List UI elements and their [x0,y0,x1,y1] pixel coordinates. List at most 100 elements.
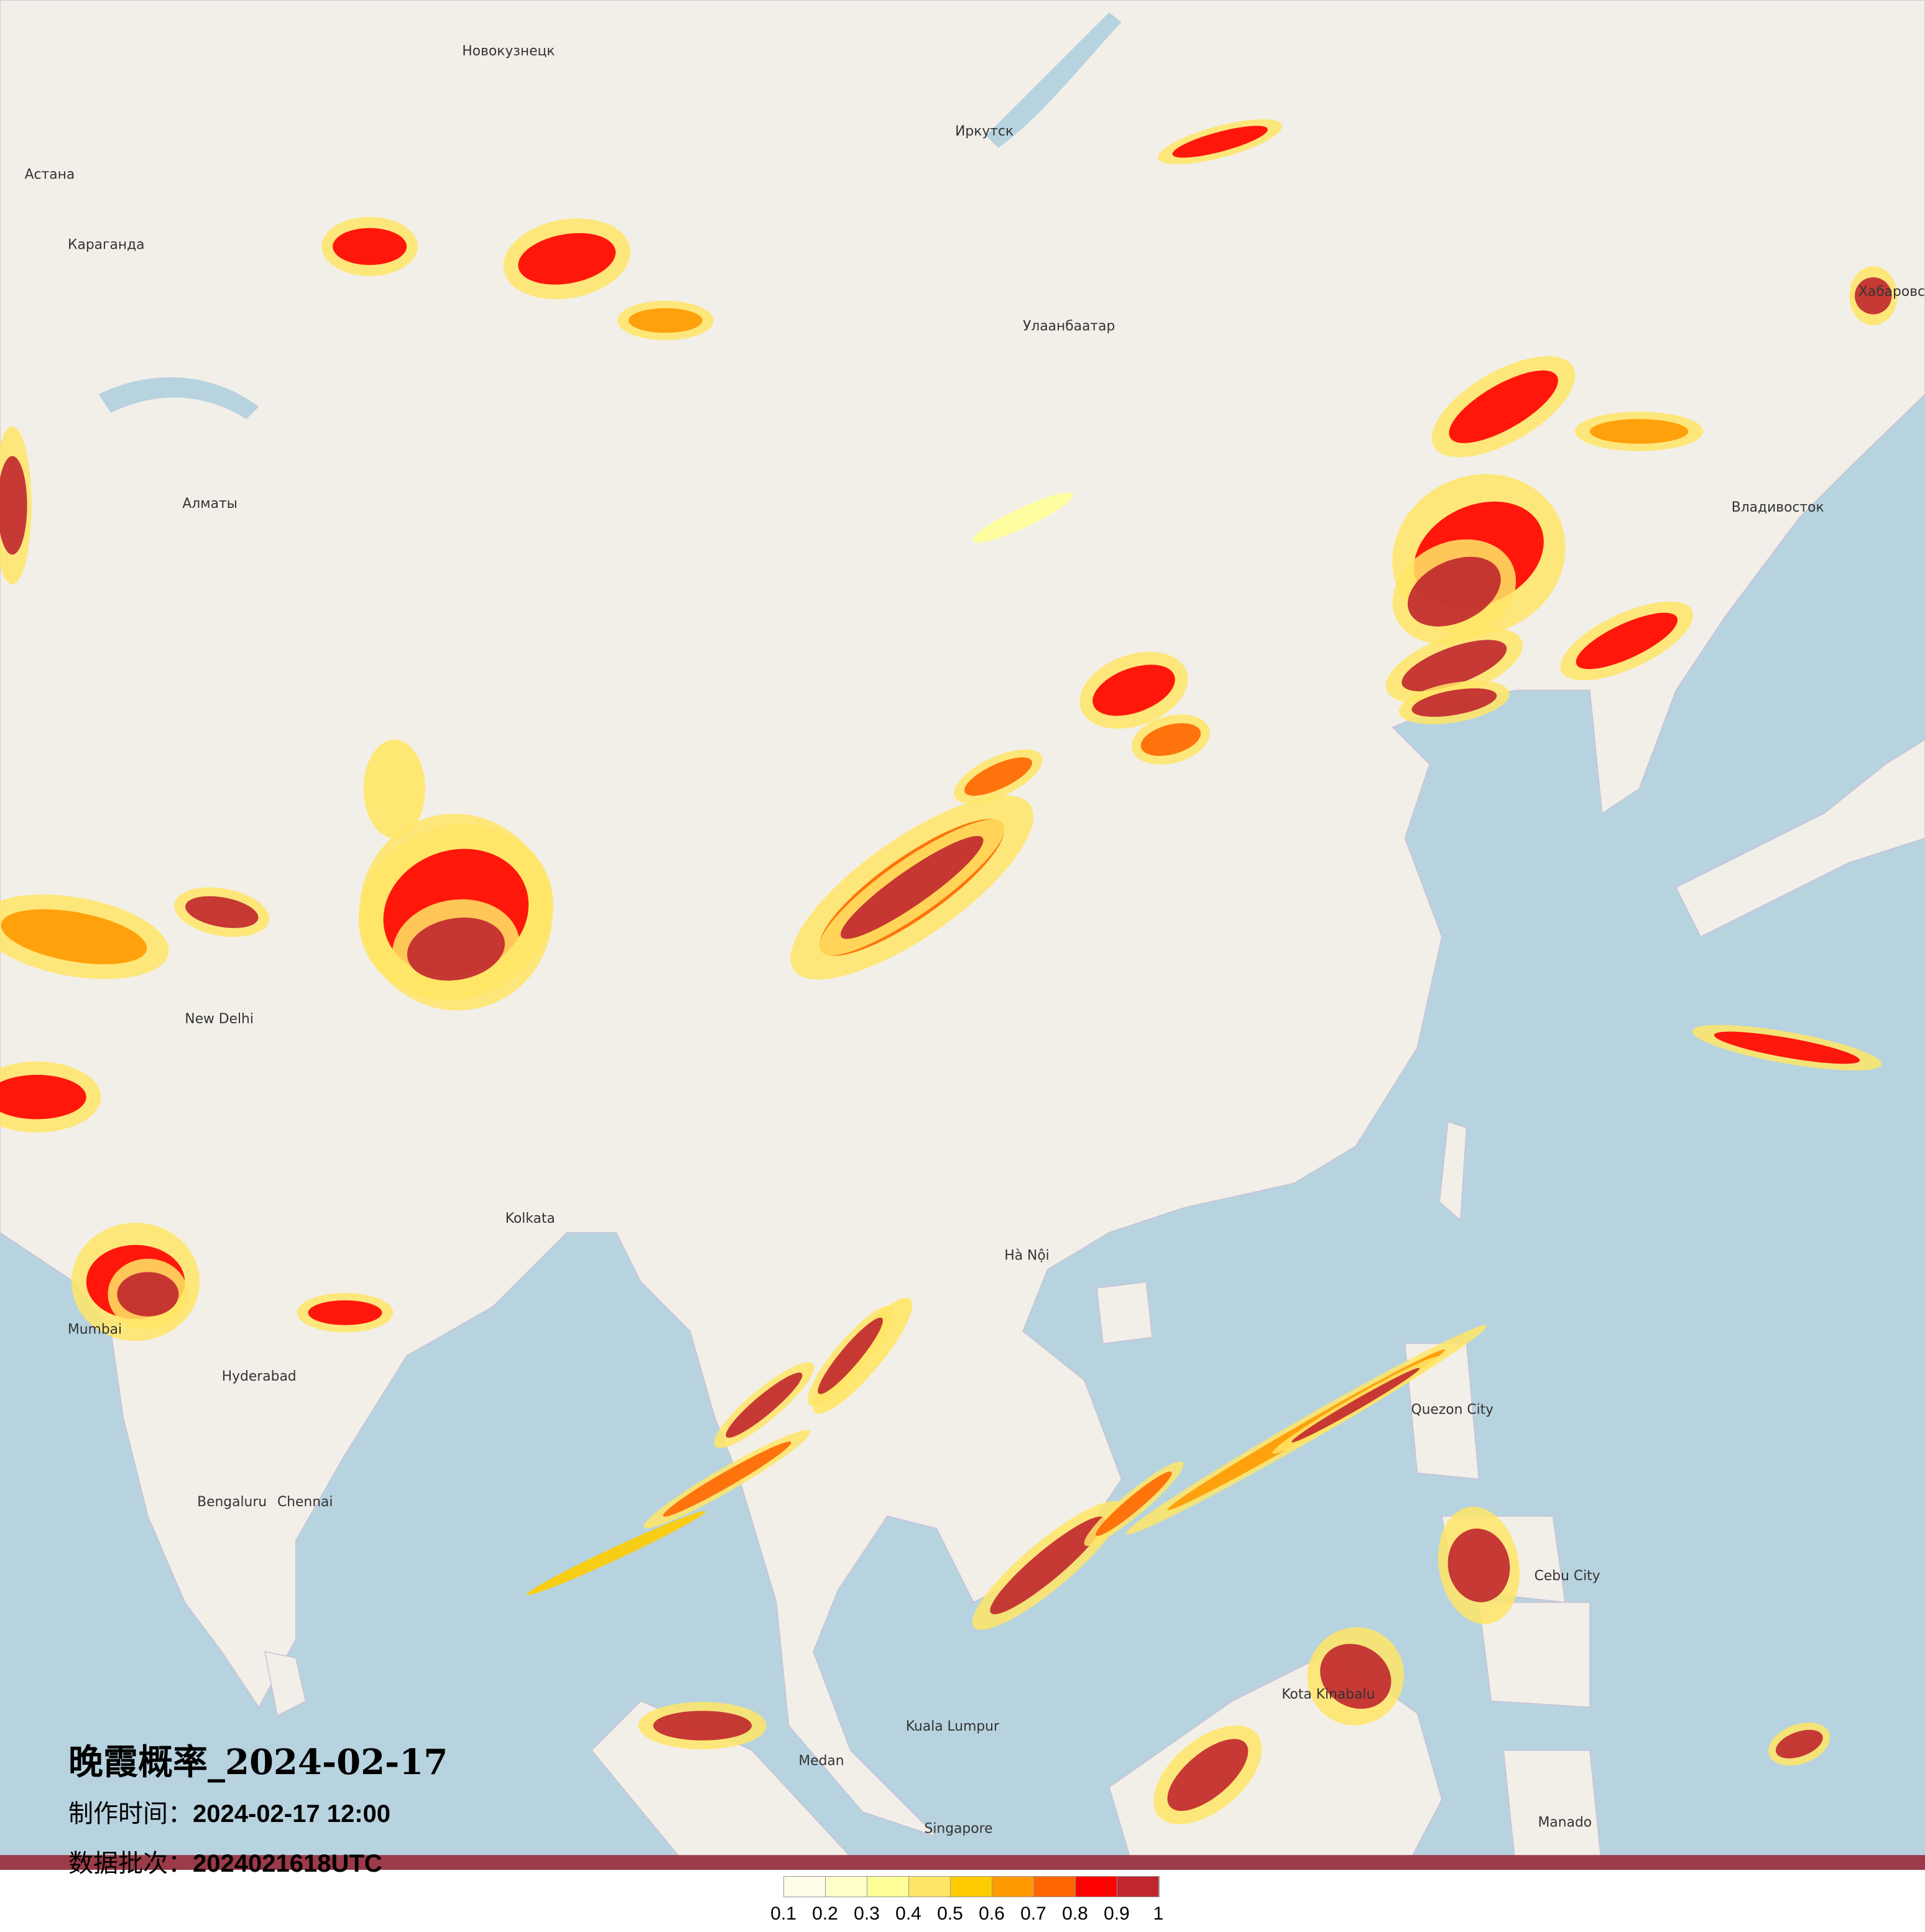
probability-area [818,1317,884,1394]
city-label: Hyderabad [222,1369,297,1384]
color-legend [783,1876,1160,1897]
city-label: Chennai [277,1494,333,1510]
legend-label: 0.6 [979,1903,1005,1924]
legend-label: 1 [1153,1903,1164,1924]
probability-area [663,1442,792,1517]
legend-label: 0.9 [1104,1903,1130,1924]
city-label: New Delhi [185,1011,254,1027]
legend-swatch [992,1877,1034,1897]
probability-area [1408,556,1501,627]
legend-swatch [1034,1877,1076,1897]
legend-swatch [1076,1877,1117,1897]
probability-area [1291,1368,1420,1443]
probability-area [1449,370,1558,443]
lake-baikal [986,12,1122,148]
city-label: Bengaluru [197,1494,267,1510]
probability-area [972,492,1074,543]
legend-swatch [951,1877,992,1897]
lakes [98,12,1122,420]
land-mindanao [1478,1601,1590,1708]
city-label: Manado [1538,1815,1592,1831]
probability-area [1447,1529,1510,1603]
city-label: Singapore [925,1821,993,1837]
city-label: Алматы [182,496,238,512]
legend-swatch [909,1877,951,1897]
legend-swatch [867,1877,909,1897]
map-title: 晚霞概率_2024-02-17 [68,1742,448,1783]
probability-area [1096,1471,1172,1536]
legend-labels: 0.1 0.2 0.3 0.4 0.5 0.6 0.7 0.8 0.9 1 [770,1903,1169,1928]
legend-swatch [826,1877,867,1897]
legend-label: 0.1 [770,1903,796,1924]
data-batch-label: 数据批次： [68,1849,193,1878]
probability-band-bottom [0,1855,1925,1870]
city-label: Kuala Lumpur [906,1719,999,1734]
probability-area [1172,126,1268,158]
legend-label: 0.2 [812,1903,838,1924]
probability-area [653,1711,752,1741]
made-time-value: 2024-02-17 12:00 [193,1800,391,1828]
city-label: Астана [25,167,75,183]
probability-area [840,835,984,939]
city-label: Иркутск [955,124,1013,139]
probability-area [1092,665,1175,716]
land-taiwan [1439,1121,1467,1221]
probability-area [1140,723,1201,757]
city-label: Cebu City [1535,1568,1600,1584]
city-label: Mumbai [68,1322,122,1337]
probability-area [527,1511,706,1596]
city-label: Владивосток [1732,500,1824,515]
probability-area [1167,1739,1249,1811]
city-label: Hà Nội [1004,1248,1049,1263]
land-japan [1675,738,1925,938]
probability-area [1576,612,1678,669]
legend-label: 0.5 [937,1903,963,1924]
probability-area [628,308,703,333]
legend-swatch [784,1877,826,1897]
made-time-label: 制作时间： [68,1800,193,1828]
probability-area [1855,277,1892,315]
probability-area [1775,1729,1823,1759]
city-label: Караганда [68,237,144,253]
legend-label: 0.8 [1062,1903,1088,1924]
city-label: Улаанбаатар [1023,318,1115,334]
probability-area [1411,688,1497,717]
made-time: 制作时间：2024-02-17 12:00 [68,1793,390,1829]
probability-area [990,1516,1106,1614]
data-batch-value: 2024021618UTC [193,1850,382,1877]
city-label: Новокузнецк [462,44,555,59]
probability-area [964,757,1033,796]
lake-balkhash [98,377,259,420]
land-hainan [1096,1281,1153,1345]
land-sulawesi [1503,1749,1603,1870]
data-batch: 数据批次：2024021618UTC [68,1843,382,1879]
city-label: Хабаровск [1858,284,1925,300]
probability-area [726,1373,803,1438]
land-srilanka [264,1651,307,1717]
sunset-probability-map[interactable]: Астана Караганда Алматы Новокузнецк Иркутск У… [0,0,1925,1870]
city-labels: Астана Караганда Алматы Новокузнецк Иркутск У… [25,44,1925,1836]
legend-label: 0.7 [1020,1903,1046,1924]
probability-area [308,1300,382,1325]
probability-area [0,1075,86,1120]
city-label: Quezon City [1411,1402,1493,1417]
city-label: Medan [798,1753,844,1769]
probability-area [1,909,147,965]
probability-area [1714,1031,1860,1064]
land-mainland [0,0,1925,1838]
city-label: Kolkata [505,1211,555,1226]
probability-area [1401,640,1507,692]
legend-label: 0.3 [854,1903,880,1924]
probability-area [1589,419,1689,444]
legend-label: 0.4 [895,1903,921,1924]
legend-swatch [1117,1877,1159,1897]
probability-area [0,456,27,555]
probability-area [333,228,407,265]
probability-overlay [0,119,1925,1870]
probability-area [518,232,616,285]
probability-area [117,1272,179,1317]
city-label: Kota Kinabalu [1281,1686,1375,1702]
probability-area [185,896,259,928]
probability-area [1320,1644,1392,1709]
probability-area [407,918,505,981]
